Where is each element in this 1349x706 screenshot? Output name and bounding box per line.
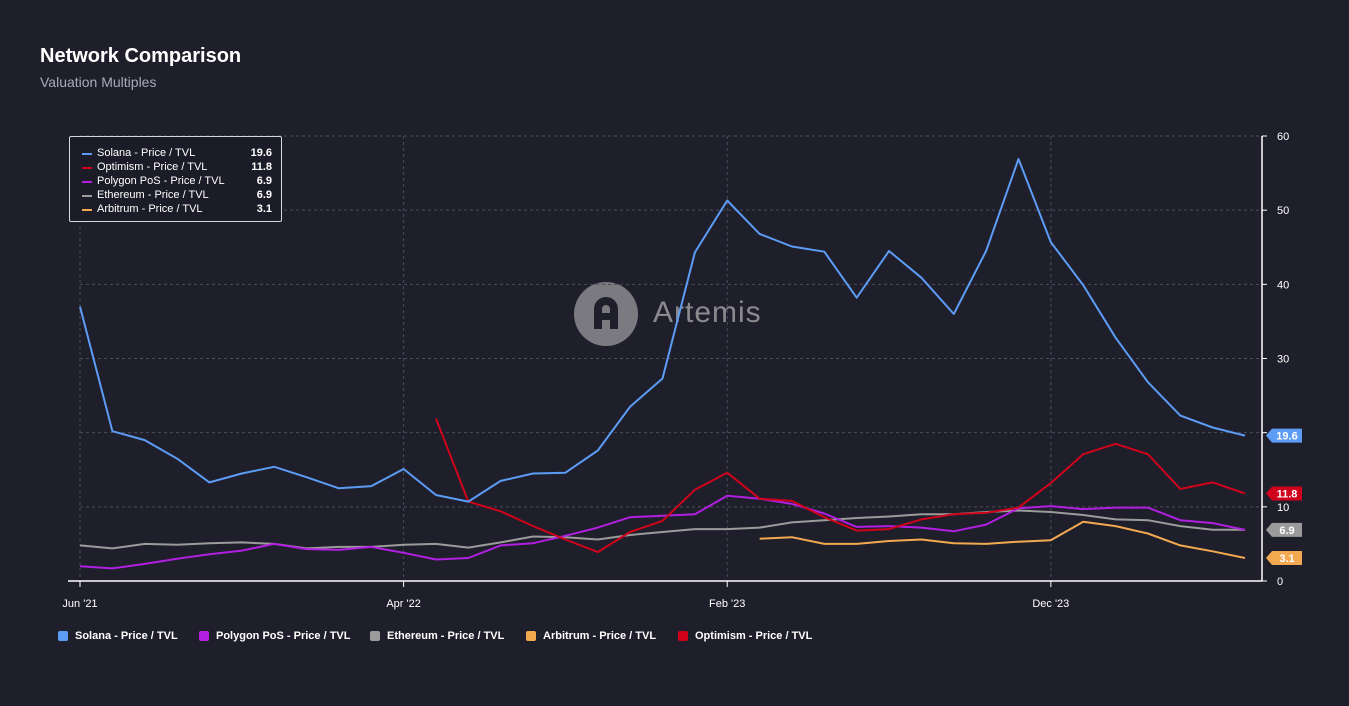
legend-swatch <box>526 631 536 641</box>
tooltip-label: Polygon PoS - Price / TVL <box>97 175 225 187</box>
end-value-flag <box>1266 551 1302 566</box>
y-tick-label: 30 <box>1277 354 1289 366</box>
legend-label: Polygon PoS - Price / TVL <box>216 630 351 642</box>
page-subtitle: Valuation Multiples <box>40 74 157 90</box>
end-value-label: 3.1 <box>1279 553 1294 565</box>
tooltip-swatch <box>82 167 92 169</box>
tooltip-value: 6.9 <box>256 175 272 187</box>
tooltip-swatch <box>82 209 92 211</box>
x-tick-label: Apr '22 <box>386 598 421 610</box>
watermark-text: Artemis <box>653 296 762 329</box>
tooltip-row-arbitrum: Arbitrum - Price / TVL 3.1 <box>82 203 272 217</box>
tooltip-swatch <box>82 195 92 197</box>
tooltip-swatch <box>82 181 92 183</box>
y-tick-label: 10 <box>1277 502 1289 514</box>
series-line-solana <box>79 158 1246 503</box>
end-value-flag <box>1266 486 1302 501</box>
chart-tooltip: Solana - Price / TVL 19.6 Optimism - Pri… <box>69 136 282 222</box>
legend-label: Optimism - Price / TVL <box>695 630 813 642</box>
end-value-label: 6.9 <box>1279 525 1294 537</box>
tooltip-row-polygon: Polygon PoS - Price / TVL 6.9 <box>82 175 272 189</box>
y-tick-label: 50 <box>1277 205 1289 217</box>
tooltip-value: 19.6 <box>250 147 272 159</box>
y-tick-label: 60 <box>1277 131 1289 143</box>
series-line-polygon <box>79 494 1246 570</box>
artemis-logo-icon <box>574 282 638 346</box>
y-tick-label: 40 <box>1277 279 1289 291</box>
tooltip-row-ethereum: Ethereum - Price / TVL 6.9 <box>82 189 272 203</box>
legend-swatch <box>199 631 209 641</box>
series-line-arbitrum <box>759 520 1246 559</box>
end-value-flag <box>1266 522 1302 537</box>
page-title: Network Comparison <box>40 45 242 67</box>
tooltip-label: Arbitrum - Price / TVL <box>97 203 203 215</box>
tooltip-swatch <box>82 153 92 155</box>
series-line-optimism <box>435 418 1246 554</box>
legend-label: Arbitrum - Price / TVL <box>543 630 657 642</box>
x-tick-label: Feb '23 <box>709 598 745 610</box>
legend-swatch <box>58 631 68 641</box>
tooltip-row-optimism: Optimism - Price / TVL 11.8 <box>82 161 272 175</box>
tooltip-label: Solana - Price / TVL <box>97 147 196 159</box>
end-value-label: 19.6 <box>1276 431 1297 443</box>
legend-label: Solana - Price / TVL <box>75 630 178 642</box>
legend-swatch <box>370 631 380 641</box>
tooltip-value: 6.9 <box>256 189 272 201</box>
tooltip-label: Optimism - Price / TVL <box>97 161 208 173</box>
legend-label: Ethereum - Price / TVL <box>387 630 505 642</box>
tooltip-row-solana: Solana - Price / TVL 19.6 <box>82 147 272 161</box>
legend-swatch <box>678 631 688 641</box>
x-tick-label: Dec '23 <box>1032 598 1069 610</box>
tooltip-value: 11.8 <box>251 161 272 173</box>
end-value-label: 11.8 <box>1277 488 1298 500</box>
tooltip-label: Ethereum - Price / TVL <box>97 189 209 201</box>
end-value-flag <box>1266 428 1302 443</box>
tooltip-value: 3.1 <box>256 203 272 215</box>
x-tick-label: Jun '21 <box>62 598 97 610</box>
y-tick-label: 0 <box>1277 576 1283 588</box>
